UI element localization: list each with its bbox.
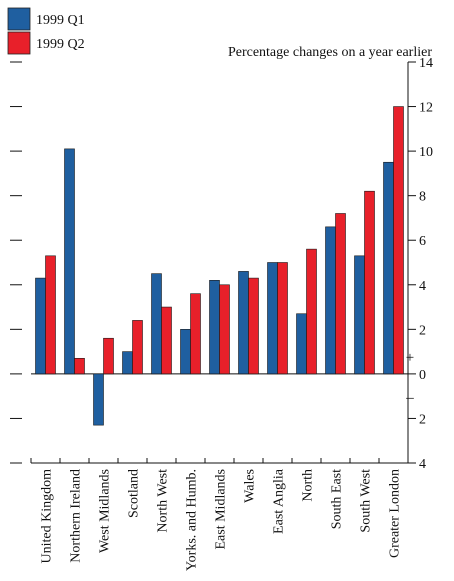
bar-1 <box>383 161 394 375</box>
bar-2 <box>335 213 346 375</box>
negative-sign: – <box>405 390 414 406</box>
bar-2 <box>393 106 404 375</box>
legend: 1999 Q1 1999 Q2 <box>7 7 85 55</box>
bar-1 <box>238 271 249 375</box>
bar-1 <box>35 277 46 375</box>
bar-1 <box>180 329 191 375</box>
bar-2 <box>74 357 85 375</box>
x-tick-label: Yorks. and Humb. <box>185 469 200 571</box>
x-tick-label: North West <box>156 469 171 533</box>
bar-2 <box>103 337 114 375</box>
chart-subtitle: Percentage changes on a year earlier <box>228 45 432 60</box>
y-tick-label: 8 <box>419 190 426 205</box>
x-tick-label: West Midlands <box>98 469 113 553</box>
bar-2 <box>219 284 230 375</box>
y-tick-label: 0 <box>419 368 426 383</box>
x-tick-label: South East <box>330 469 345 529</box>
bar-1 <box>64 148 75 375</box>
x-tick-label: North <box>301 469 316 502</box>
bar-1 <box>93 373 104 426</box>
bar-2 <box>190 293 201 375</box>
bars <box>35 106 404 426</box>
legend-swatch-1 <box>7 7 31 31</box>
y-tick-label: 2 <box>419 412 426 427</box>
legend-label-1: 1999 Q1 <box>36 13 85 28</box>
x-axis: United Kingdom Northern Ireland West Midla… <box>30 458 409 571</box>
bar-1 <box>267 262 278 375</box>
y-tick-label: 2 <box>419 323 426 338</box>
x-tick-label: East Anglia <box>272 468 287 534</box>
legend-label-2: 1999 Q2 <box>36 37 85 52</box>
legend-swatch-2 <box>7 31 31 55</box>
y-tick-label: 4 <box>419 279 426 294</box>
bar-2 <box>364 190 375 375</box>
x-tick-label: Wales <box>243 469 258 503</box>
x-tick-label: Greater London <box>388 469 403 558</box>
y-tick-label: 14 <box>419 56 433 71</box>
y-tick-label: 6 <box>419 234 426 249</box>
x-tick-label: East Midlands <box>214 469 229 550</box>
x-tick-label: United Kingdom <box>40 469 55 564</box>
bar-1 <box>296 313 307 375</box>
bar-2 <box>277 262 288 375</box>
y-tick-label: 10 <box>419 145 433 160</box>
bar-1 <box>325 226 336 375</box>
bar-1 <box>151 273 162 375</box>
bar-1 <box>354 255 365 375</box>
x-tick-label: South West <box>359 469 374 533</box>
x-tick-label: Scotland <box>127 469 142 518</box>
bar-2 <box>306 248 317 375</box>
bar-2 <box>161 306 172 375</box>
bar-1 <box>122 351 133 375</box>
y-tick-label: 4 <box>419 457 426 472</box>
bar-1 <box>209 280 220 375</box>
bar-2 <box>132 320 143 375</box>
y-tick-label: 12 <box>419 101 433 116</box>
bar-2 <box>45 255 56 375</box>
positive-sign: + <box>406 350 414 366</box>
x-tick-label: Northern Ireland <box>69 469 84 563</box>
bar-2 <box>248 277 259 375</box>
